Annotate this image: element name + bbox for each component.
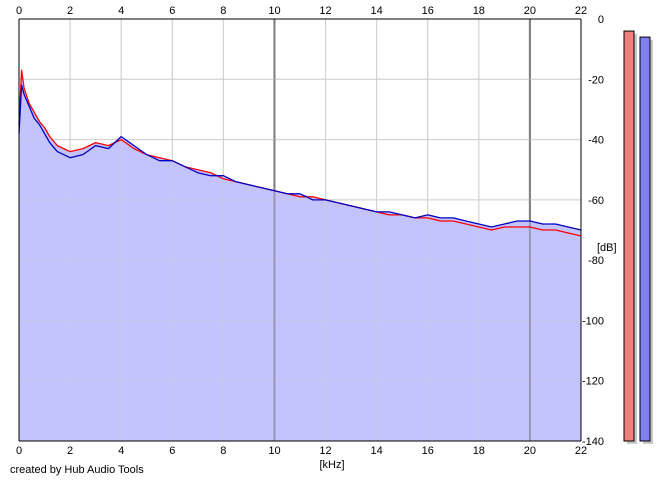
- x-tick-label-top: 0: [16, 5, 22, 17]
- x-tick-label-bottom: 14: [371, 445, 383, 457]
- y-tick-label: -20: [588, 74, 604, 86]
- x-tick-label-top: 16: [422, 5, 434, 17]
- y-tick-label: -80: [588, 255, 604, 267]
- axes: [18, 18, 582, 442]
- series-line-right: [18, 84, 582, 231]
- x-tick-label-bottom: 10: [268, 445, 280, 457]
- x-tick-label-bottom: 6: [169, 445, 175, 457]
- x-tick-label-top: 14: [371, 5, 383, 17]
- x-tick-label-top: 8: [220, 5, 226, 17]
- x-tick-label-top: 22: [575, 5, 587, 17]
- x-tick-label-top: 2: [67, 5, 73, 17]
- x-tick-label-bottom: 2: [67, 445, 73, 457]
- y-tick-label: 0: [598, 14, 604, 26]
- series-group: [18, 69, 582, 237]
- y-tick-labels: 0 -20 -40 -60 -80 -100 -120 -140: [582, 14, 604, 448]
- x-tick-label-bottom: 12: [319, 445, 331, 457]
- y-tick-label: -60: [588, 195, 604, 207]
- y-tick-label: -140: [582, 436, 604, 448]
- y-tick-label: -40: [588, 135, 604, 147]
- x-tick-label-bottom: 18: [473, 445, 485, 457]
- x-tick-label-bottom: 4: [118, 445, 124, 457]
- x-tick-label-top: 4: [118, 5, 124, 17]
- x-tick-label-bottom: 20: [524, 445, 536, 457]
- x-tick-label-top: 20: [524, 5, 536, 17]
- x-tick-label-bottom: 22: [575, 445, 587, 457]
- level-meter-right: [639, 36, 651, 442]
- credit-text: created by Hub Audio Tools: [10, 464, 144, 476]
- x-tick-label-top: 10: [268, 5, 280, 17]
- x-tick-label-bottom: 8: [220, 445, 226, 457]
- x-tick-label-bottom: 16: [422, 445, 434, 457]
- x-tick-label-top: 6: [169, 5, 175, 17]
- x-tick-label-top: 18: [473, 5, 485, 17]
- y-tick-label: -120: [582, 376, 604, 388]
- level-meters: [623, 30, 653, 445]
- x-tick-label-top: 12: [319, 5, 331, 17]
- y-axis-label: [dB]: [597, 242, 617, 254]
- spectrum-fill: [19, 70, 581, 441]
- x-tick-label-bottom: 0: [16, 445, 22, 457]
- level-meter-left: [623, 30, 635, 442]
- x-axis-label: [kHz]: [319, 459, 344, 471]
- y-tick-label: -100: [582, 315, 604, 327]
